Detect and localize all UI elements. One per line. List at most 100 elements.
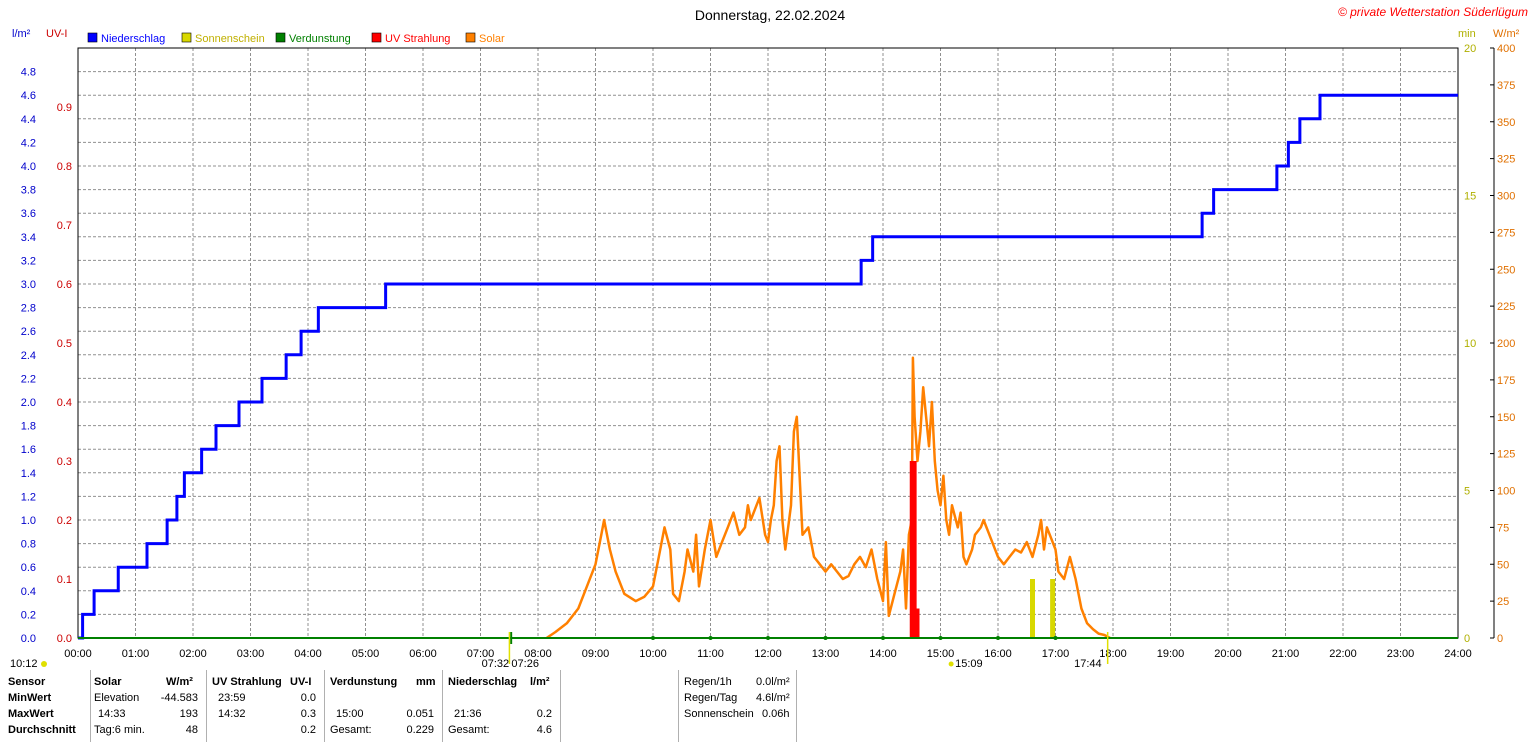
- unit-solar-label: W/m²: [1493, 28, 1520, 40]
- series-niederschlag-line: [78, 93, 1458, 640]
- x-tick-label: 07:00: [467, 648, 495, 660]
- y-tick-precip: 4.6: [21, 90, 36, 102]
- y-tick-min: 5: [1464, 486, 1470, 498]
- stats-evap-unit: mm: [416, 676, 436, 688]
- stats-row-avg: Durchschnitt: [8, 724, 76, 736]
- y-tick-solar: 375: [1497, 80, 1515, 92]
- x-tick-label: 11:00: [697, 648, 724, 660]
- y-tick-solar: 200: [1497, 338, 1515, 350]
- legend-swatch: [181, 32, 192, 43]
- y-tick-precip: 2.2: [21, 373, 36, 385]
- evap-point: [651, 636, 655, 640]
- evap-point: [938, 636, 943, 640]
- x-tick-label: 09:00: [582, 648, 610, 660]
- evap-point: [766, 636, 770, 640]
- y-tick-solar: 275: [1497, 227, 1515, 239]
- y-tick-precip: 2.8: [21, 303, 36, 315]
- x-tick-label: 23:00: [1387, 648, 1415, 660]
- y-tick-precip: 1.2: [21, 491, 36, 503]
- stats-solar-min-value: -44.583: [160, 692, 198, 704]
- x-tick-label: 20:00: [1214, 648, 1242, 660]
- stats-evap-total-value: 0.229: [406, 724, 434, 736]
- series-solar-line: [545, 356, 1111, 640]
- evap-point: [1053, 636, 1058, 640]
- x-tick-label: 12:00: [754, 648, 782, 660]
- legend-label: Niederschlag: [101, 33, 165, 45]
- y-tick-uv: 0.4: [57, 397, 72, 409]
- y-tick-uv: 0.3: [57, 456, 72, 468]
- axes: 0.0 0.2 0.4 0.6 0.8 1.0 1.2 1.4 1.6 1.8 2.0 2.2 2.4 2…: [21, 43, 1516, 660]
- y-tick-precip: 4.8: [21, 67, 36, 79]
- series-sunshine-bar: [1050, 579, 1056, 638]
- stats-solar-max-value: 193: [179, 708, 198, 720]
- y-tick-precip: 1.8: [21, 421, 36, 433]
- y-tick-uv: 0.9: [57, 102, 72, 114]
- x-tick-label: 21:00: [1272, 648, 1300, 660]
- y-tick-uv: 0.0: [57, 633, 72, 645]
- y-tick-uv: 0.2: [57, 515, 72, 527]
- summary-rain-1h-value: 0.0l/m²: [756, 676, 790, 688]
- stats-solar-avg-value: 48: [185, 724, 198, 736]
- series-uv-bar: [909, 461, 914, 638]
- stats-solar-max-time: 14:33: [98, 708, 126, 720]
- stats-table: Sensor MinWert MaxWert Durchschnitt Sola…: [0, 670, 1536, 742]
- stats-evap-header: Verdunstung: [330, 676, 398, 688]
- stats-row-max: MaxWert: [8, 708, 54, 720]
- y-tick-solar: 0: [1497, 633, 1503, 645]
- sunrise-civil-label: 07:32: [482, 658, 510, 670]
- solar-noon-label: 15:09: [955, 658, 983, 670]
- y-tick-min: 20: [1464, 43, 1476, 55]
- legend-label: Verdunstung: [289, 33, 351, 45]
- sunset-label: 17:44: [1074, 658, 1102, 670]
- y-tick-uv: 0.1: [57, 574, 72, 586]
- stats-solar-unit: W/m²: [166, 676, 193, 688]
- y-tick-precip: 1.0: [21, 515, 36, 527]
- y-tick-solar: 175: [1497, 375, 1515, 387]
- legend-label: UV Strahlung: [385, 33, 450, 45]
- x-tick-label: 10:00: [639, 648, 667, 660]
- x-tick-label: 00:00: [64, 648, 92, 660]
- evap-point: [996, 636, 1000, 640]
- evap-point: [823, 636, 828, 640]
- x-tick-label: 17:00: [1042, 648, 1070, 660]
- y-tick-solar: 150: [1497, 412, 1515, 424]
- x-tick-label: 24:00: [1444, 648, 1472, 660]
- x-tick-label: 16:00: [984, 648, 1012, 660]
- y-tick-solar: 350: [1497, 117, 1515, 129]
- stats-uv-max-time: 14:32: [218, 708, 246, 720]
- y-tick-min: 15: [1464, 191, 1476, 203]
- y-tick-precip: 3.8: [21, 185, 36, 197]
- stats-uv-avg-value: 0.2: [300, 724, 316, 736]
- stats-solar-header: Solar: [94, 676, 122, 688]
- legend-swatch: [371, 32, 382, 43]
- summary-sunshine-value: 0.06h: [762, 708, 790, 720]
- y-tick-uv: 0.5: [57, 338, 72, 350]
- y-tick-min: 10: [1464, 338, 1476, 350]
- series-layer: [78, 93, 1458, 640]
- series-sunshine-bar: [1030, 579, 1035, 638]
- x-tick-label: 22:00: [1329, 648, 1357, 660]
- y-tick-solar: 50: [1497, 559, 1509, 571]
- sun-icon: [41, 661, 47, 667]
- stats-precip-header: Niederschlag: [448, 676, 518, 688]
- y-tick-uv: 0.7: [57, 220, 72, 232]
- y-tick-solar: 100: [1497, 486, 1515, 498]
- y-tick-precip: 1.6: [21, 444, 36, 456]
- stats-uv-header: UV Strahlung: [212, 676, 282, 688]
- x-tick-label: 06:00: [409, 648, 437, 660]
- y-tick-precip: 2.4: [21, 350, 36, 362]
- x-tick-label: 18:00: [1099, 648, 1127, 660]
- y-tick-min: 0: [1464, 633, 1470, 645]
- y-tick-solar: 125: [1497, 449, 1515, 461]
- x-tick-label: 05:00: [352, 648, 380, 660]
- x-tick-label: 03:00: [237, 648, 265, 660]
- y-tick-precip: 1.4: [21, 468, 36, 480]
- summary-sunshine-label: Sonnenschein: [684, 708, 754, 720]
- summary-rain-1h-label: Regen/1h: [684, 676, 732, 688]
- stats-evap-max-time: 15:00: [336, 708, 364, 720]
- y-tick-precip: 0.4: [21, 586, 36, 598]
- stats-uv-min-time: 23:59: [218, 692, 246, 704]
- stats-uv-max-value: 0.3: [300, 708, 316, 720]
- x-tick-label: 15:00: [927, 648, 955, 660]
- stats-precip-total-value: 4.6: [536, 724, 552, 736]
